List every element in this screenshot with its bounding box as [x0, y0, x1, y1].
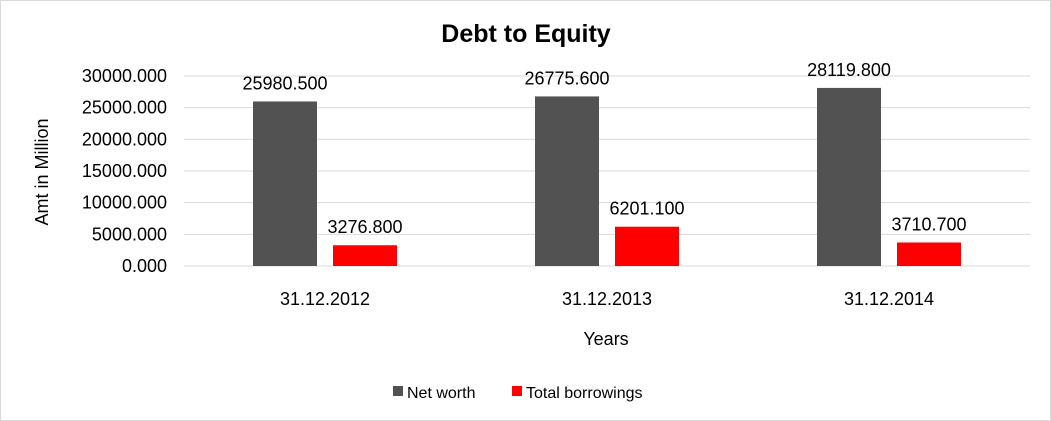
data-label: 25980.500 [242, 73, 327, 93]
legend-swatch [393, 386, 403, 396]
y-axis-title: Amt in Million [32, 118, 52, 225]
y-tick-label: 20000.000 [82, 129, 167, 149]
data-label: 28119.800 [807, 60, 891, 80]
y-tick-label: 25000.000 [82, 98, 167, 118]
data-label: 3710.700 [891, 214, 966, 234]
y-tick-label: 30000.000 [82, 66, 167, 86]
legend-swatch [512, 386, 522, 396]
x-tick-label: 31.12.2013 [562, 289, 652, 309]
x-axis-title: Years [583, 329, 628, 349]
data-label: 3276.800 [327, 217, 402, 237]
data-label: 26775.600 [524, 68, 609, 88]
legend-label: Total borrowings [526, 385, 643, 402]
bar-total-borrowings [897, 242, 961, 266]
bar-net-worth [817, 87, 881, 267]
bar-total-borrowings [333, 245, 397, 266]
data-label: 6201.100 [609, 199, 684, 219]
bar-total-borrowings [615, 226, 679, 266]
y-tick-label: 5000.000 [92, 224, 167, 244]
x-tick-label: 31.12.2014 [844, 289, 934, 309]
bar-net-worth [535, 96, 599, 266]
x-tick-label: 31.12.2012 [280, 289, 370, 309]
y-tick-label: 10000.000 [82, 193, 167, 213]
y-tick-label: 15000.000 [82, 161, 167, 181]
legend-label: Net worth [407, 385, 475, 402]
y-tick-label: 0.000 [122, 256, 167, 276]
chart-title: Debt to Equity [441, 20, 611, 48]
bar-net-worth [253, 101, 317, 266]
